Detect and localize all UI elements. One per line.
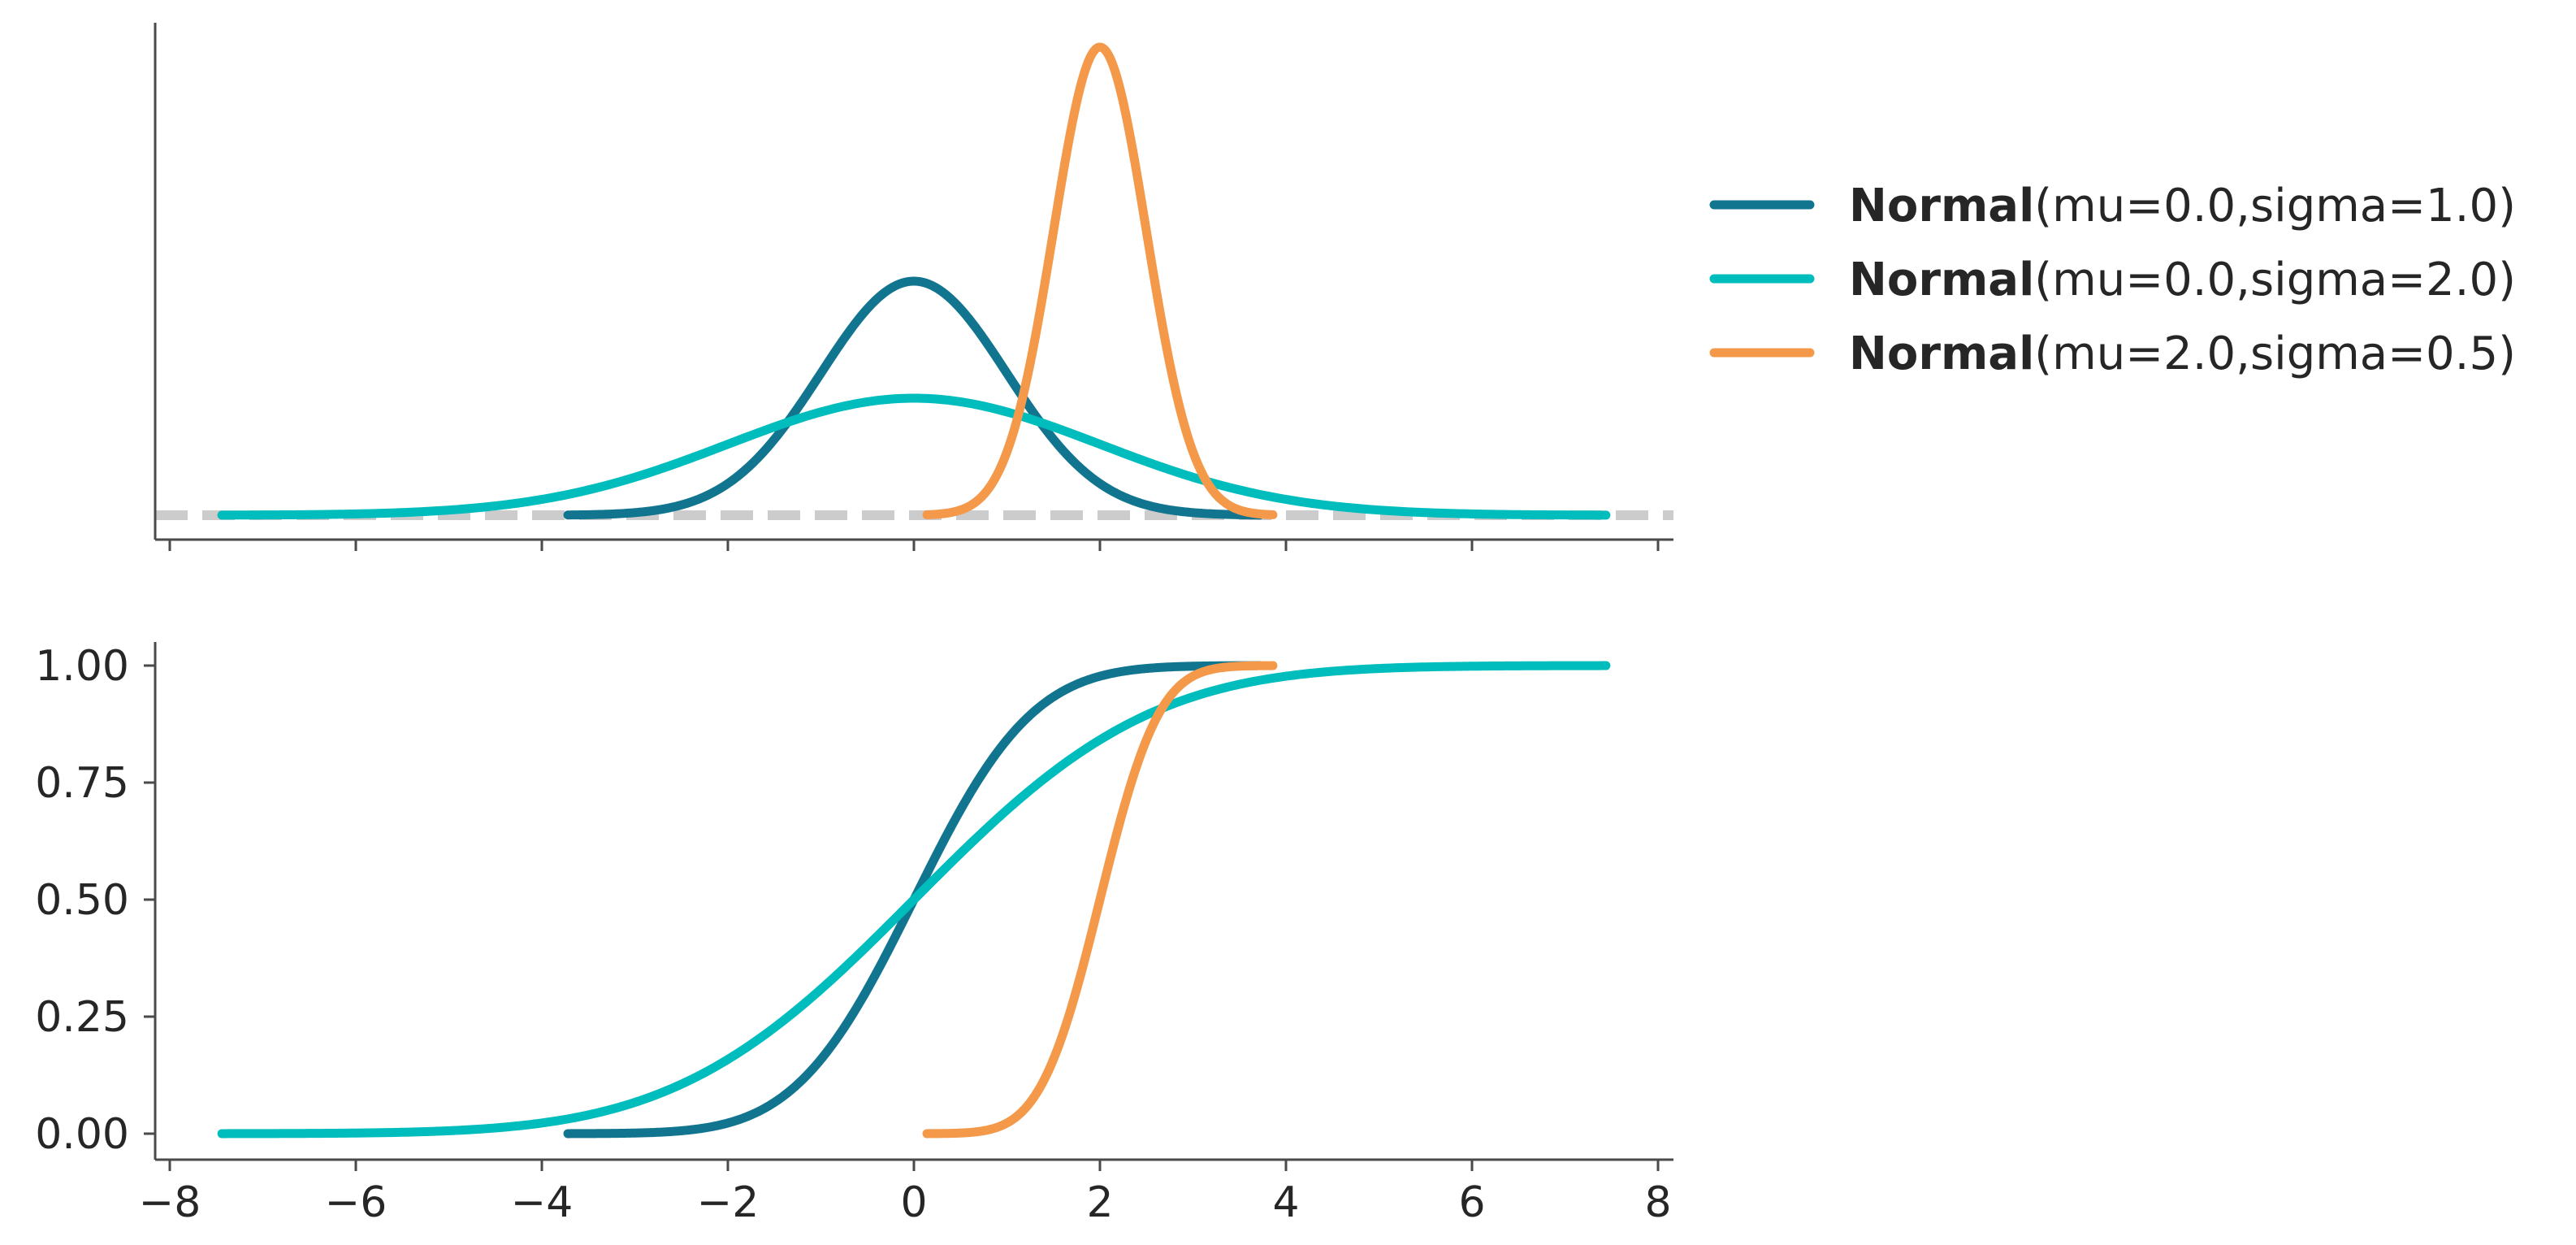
cdf-y-tick-label-0p5: 0.50 xyxy=(35,876,129,925)
cdf-y-tick-label-0p75: 0.75 xyxy=(35,759,129,808)
pdf-curves-group xyxy=(217,42,1611,520)
cdf-x-tick-label-neg4: −4 xyxy=(511,1178,574,1227)
legend-label-2: Normal(mu=2.0,sigma=0.5) xyxy=(1849,328,2516,380)
legend-label-2-params: (mu=2.0,sigma=0.5) xyxy=(2034,328,2516,380)
cdf-x-tick-label-neg2: −2 xyxy=(697,1178,760,1227)
legend-label-1: Normal(mu=0.0,sigma=2.0) xyxy=(1849,254,2516,306)
legend-label-1-name: Normal xyxy=(1849,254,2034,306)
legend-label-2-name: Normal xyxy=(1849,328,2034,380)
cdf-x-tick-label-6: 6 xyxy=(1458,1178,1485,1227)
cdf-x-tick-label-neg8: −8 xyxy=(139,1178,201,1227)
pdf-axes-group xyxy=(154,23,1673,551)
cdf-y-tick-label-0: 0.00 xyxy=(35,1110,129,1159)
cdf-x-tick-label-4: 4 xyxy=(1272,1178,1299,1227)
legend: Normal(mu=0.0,sigma=1.0)Normal(mu=0.0,si… xyxy=(1709,180,2516,380)
pdf-panel xyxy=(154,23,1673,551)
cdf-x-tick-label-neg6: −6 xyxy=(325,1178,387,1227)
cdf-x-tick-label-8: 8 xyxy=(1644,1178,1671,1227)
pdf-curve-series-2 xyxy=(922,42,1278,519)
cdf-axes-group: −8 −6 −4 −2 0 2 4 6 8 0.00 0.25 0.50 0.75 1.00 xyxy=(35,642,1673,1227)
cdf-x-tick-label-0: 0 xyxy=(900,1178,927,1227)
pdf-curve-series-1 xyxy=(217,393,1611,520)
cdf-curves-group xyxy=(217,661,1611,1139)
cdf-curve-series-1 xyxy=(217,661,1611,1139)
cdf-y-tick-label-1: 1.00 xyxy=(35,642,129,691)
legend-label-0-name: Normal xyxy=(1849,180,2034,232)
cdf-curve-series-2 xyxy=(922,661,1278,1139)
cdf-panel: −8 −6 −4 −2 0 2 4 6 8 0.00 0.25 0.50 0.75 1.00 xyxy=(35,642,1673,1227)
legend-label-1-params: (mu=0.0,sigma=2.0) xyxy=(2034,254,2516,306)
cdf-x-tick-label-2: 2 xyxy=(1086,1178,1113,1227)
cdf-y-tick-label-0p25: 0.25 xyxy=(35,993,129,1042)
legend-label-0-params: (mu=0.0,sigma=1.0) xyxy=(2034,180,2516,232)
legend-label-0: Normal(mu=0.0,sigma=1.0) xyxy=(1849,180,2516,232)
pdf-curve-series-0 xyxy=(563,276,1265,520)
